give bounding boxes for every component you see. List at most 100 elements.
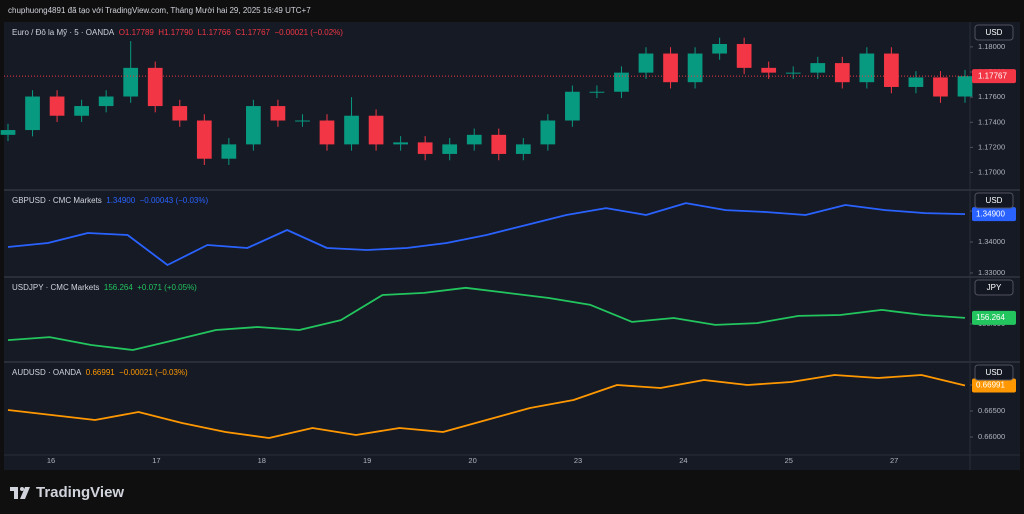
candle-body (466, 134, 482, 145)
x-tick-label: 25 (785, 456, 793, 465)
header: chuphuong4891 đã tạo với TradingView.com… (8, 6, 311, 15)
x-tick-label: 23 (574, 456, 582, 465)
candle-body (614, 72, 629, 92)
y-tick-label: 0.66000 (978, 432, 1005, 441)
candle-body (0, 130, 16, 135)
candle-body (417, 142, 433, 154)
candle-body (74, 106, 89, 116)
pane-legend: GBPUSD · CMC Markets 1.34900 −0.00043 (−… (12, 196, 213, 205)
ohlc-value: H1.17790 (158, 28, 193, 37)
change: +0.071 (+0.05%) (137, 283, 197, 292)
candle-body (761, 67, 777, 73)
candle-body (957, 76, 973, 97)
change: −0.00021 (−0.03%) (119, 368, 188, 377)
last-price-pill (972, 378, 1016, 393)
ohlc-value: L1.17766 (197, 28, 231, 37)
price-line (7, 286, 966, 351)
footer-brand: TradingView (36, 484, 124, 501)
x-tick-label: 16 (47, 456, 55, 465)
x-tick-label: 24 (679, 456, 687, 465)
candle-body (172, 106, 188, 121)
candle-body (25, 96, 40, 131)
symbol-title: USDJPY · CMC Markets (12, 283, 99, 292)
y-tick-label: 1.17600 (978, 92, 1005, 101)
candle-body (270, 106, 286, 121)
candle-body (319, 120, 335, 145)
chart-area (4, 22, 1020, 470)
x-tick-label: 19 (363, 456, 371, 465)
candle-body (908, 77, 924, 87)
last-price-label: 0.66991 (976, 381, 1005, 390)
unit-box (974, 364, 1014, 381)
price-line (7, 374, 966, 439)
last-price-label: 156.264 (976, 313, 1005, 322)
pane-legend: AUDUSD · OANDA 0.66991 −0.00021 (−0.03%) (12, 368, 192, 377)
y-tick-label: 1.18000 (978, 42, 1005, 51)
candle-body (884, 53, 899, 87)
legend-price: 0.66991 (86, 368, 115, 377)
change: −0.00043 (−0.03%) (140, 196, 209, 205)
candle-body (49, 96, 65, 116)
candle-body (589, 91, 605, 93)
candle-body (147, 67, 163, 107)
candle-body (442, 144, 458, 154)
candle-body (393, 142, 408, 145)
unit-box (974, 192, 1014, 209)
last-price-pill (972, 310, 1016, 325)
candle-body (196, 120, 212, 159)
ohlc-value: O1.17789 (119, 28, 155, 37)
legend-price: 156.264 (104, 283, 133, 292)
y-tick-label: 1.17200 (978, 142, 1005, 151)
last-price-label: 1.17767 (978, 71, 1007, 80)
candle-body (491, 134, 507, 154)
x-tick-label: 20 (468, 456, 476, 465)
candle-body (834, 63, 850, 83)
price-line (7, 202, 966, 266)
unit-box (974, 24, 1014, 41)
unit-label: USD (986, 28, 1003, 37)
unit-label: JPY (987, 283, 1002, 292)
candle-body (638, 53, 654, 73)
last-price-label: 1.34900 (976, 209, 1005, 218)
symbol-title: Euro / Đô la Mỹ · 5 · OANDA (12, 28, 115, 37)
candle-body (221, 144, 237, 159)
y-tick-label: 1.17000 (978, 168, 1005, 177)
candle-body (933, 77, 948, 97)
x-tick-label: 27 (890, 456, 898, 465)
pane-legend: USDJPY · CMC Markets 156.264 +0.071 (+0.… (12, 283, 201, 292)
candle-body (123, 67, 139, 97)
legend-price: 1.34900 (106, 196, 135, 205)
y-tick-label: 1.34000 (978, 237, 1005, 246)
candle-body (295, 120, 310, 122)
candle-body (687, 53, 703, 83)
ohlc-value: C1.17767 (235, 28, 270, 37)
candle-body (736, 43, 752, 68)
unit-label: USD (986, 196, 1003, 205)
candle-body (810, 63, 826, 73)
symbol-title: AUDUSD · OANDA (12, 368, 82, 377)
candle-body (246, 106, 261, 145)
unit-box (974, 279, 1014, 296)
candle-body (515, 144, 531, 154)
candle-body (712, 43, 727, 54)
y-tick-label: 1.17400 (978, 117, 1005, 126)
candle-body (565, 91, 580, 121)
y-tick-label: 1.33000 (978, 268, 1005, 277)
pane-legend: Euro / Đô la Mỹ · 5 · OANDA O1.17789 H1.… (12, 28, 347, 37)
unit-label: USD (986, 368, 1003, 377)
candle-body (540, 120, 556, 145)
candle-body (785, 72, 801, 74)
last-price-pill (972, 207, 1016, 222)
candle-body (344, 115, 359, 145)
last-price-pill (972, 69, 1016, 84)
candle-body (368, 115, 384, 145)
candle-body (663, 53, 678, 83)
candle-body (859, 53, 875, 83)
symbol-title: GBPUSD · CMC Markets (12, 196, 102, 205)
candle-body (98, 96, 114, 107)
change: −0.00021 (−0.02%) (274, 28, 343, 37)
x-tick-label: 18 (258, 456, 266, 465)
x-tick-label: 17 (152, 456, 160, 465)
